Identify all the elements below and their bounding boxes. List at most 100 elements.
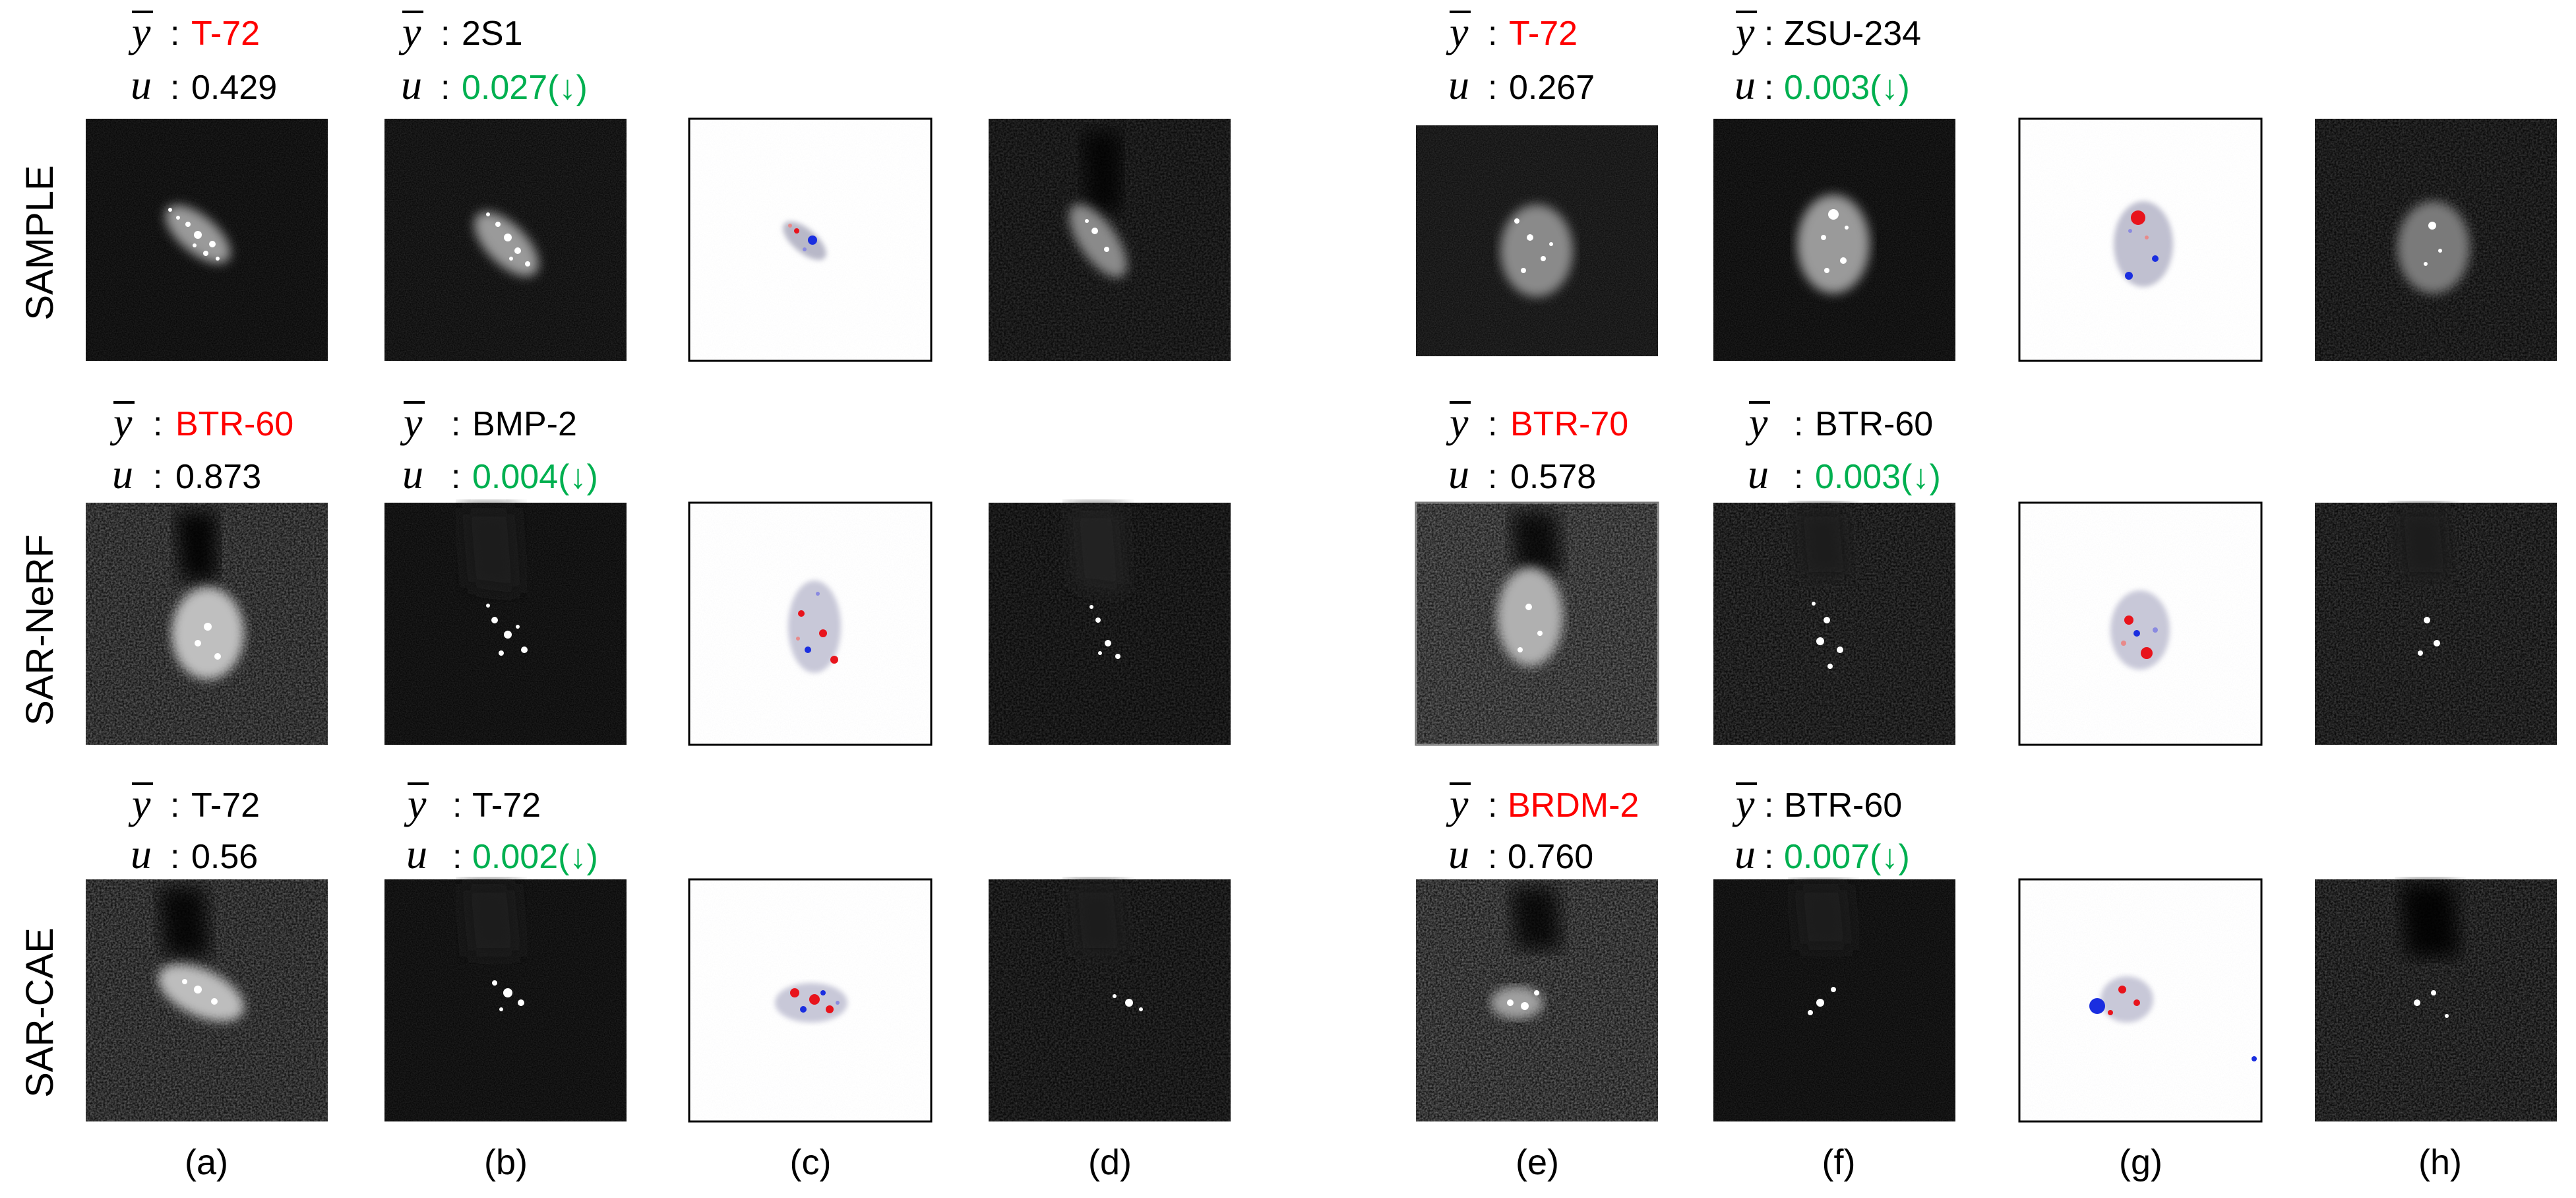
u-symbol: u (131, 831, 152, 877)
separator: : (1488, 405, 1497, 443)
panel-sar-nerf-e (1415, 501, 1659, 746)
annotation-row1-f: y : BTR-60 u : 0.003(↓) (1745, 399, 1941, 497)
ybar-symbol: y (398, 9, 421, 55)
panel-sar-cae-h (2315, 879, 2557, 1121)
uncertainty-value: 0.003(↓) (1815, 458, 1941, 496)
panel-sar-cae-e (1416, 879, 1658, 1121)
ybar-symbol: y (1446, 780, 1469, 827)
predicted-label: BTR-60 (1815, 405, 1933, 443)
separator: : (441, 69, 450, 107)
predicted-label: T-72 (1509, 15, 1578, 53)
uncertainty-value: 0.429 (191, 69, 277, 107)
annotation-row1-e: y : BTR-70 u : 0.578 (1446, 399, 1628, 497)
column-label-f: (f) (1822, 1143, 1856, 1182)
separator: : (1488, 458, 1497, 496)
uncertainty-value: 0.873 (175, 458, 261, 496)
ybar-symbol: y (1732, 9, 1755, 55)
separator: : (452, 786, 462, 825)
panel-sar-nerf-d (989, 503, 1231, 745)
separator: : (441, 15, 450, 53)
annotation-row0-e: y : T-72 u : 0.267 (1446, 9, 1595, 108)
separator: : (1794, 405, 1803, 443)
panel-sar-cae-c (688, 878, 933, 1123)
panel-sample-f (1713, 119, 1955, 361)
ybar-symbol: y (128, 780, 151, 827)
uncertainty-value: 0.004(↓) (472, 458, 598, 496)
panel-sample-d (989, 119, 1231, 361)
separator: : (170, 69, 179, 107)
column-label-h: (h) (2418, 1143, 2462, 1182)
separator: : (452, 838, 462, 876)
separator: : (451, 405, 460, 443)
column-label-d: (d) (1088, 1143, 1132, 1182)
u-symbol: u (1448, 61, 1469, 108)
uncertainty-value: 0.003(↓) (1784, 69, 1910, 107)
column-label-e: (e) (1516, 1143, 1559, 1182)
uncertainty-value: 0.578 (1510, 458, 1596, 496)
predicted-label: T-72 (191, 786, 260, 825)
ybar-symbol: y (1732, 780, 1755, 827)
uncertainty-value: 0.56 (191, 838, 258, 876)
separator: : (153, 405, 162, 443)
annotation-row2-a: y : T-72 u : 0.56 (128, 780, 260, 877)
row-label-sample: SAMPLE (18, 165, 61, 320)
ybar-symbol: y (128, 9, 151, 55)
separator: : (1764, 15, 1773, 53)
panel-sar-nerf-g (2018, 501, 2263, 746)
u-symbol: u (1734, 61, 1756, 108)
u-symbol: u (1734, 831, 1756, 877)
panel-sar-nerf-a (86, 503, 328, 745)
panel-sample-g (2018, 117, 2263, 362)
separator: : (170, 15, 179, 53)
separator: : (451, 458, 460, 496)
panel-sar-nerf-c (688, 501, 933, 746)
annotation-row2-b: y : T-72 u : 0.002(↓) (404, 780, 598, 877)
uncertainty-value: 0.267 (1509, 69, 1595, 107)
panel-sample-e (1416, 125, 1658, 356)
separator: : (1764, 69, 1773, 107)
u-symbol: u (131, 61, 152, 108)
annotation-row0-f: y : ZSU-234 u : 0.003(↓) (1732, 9, 1921, 108)
u-symbol: u (402, 451, 423, 497)
separator: : (1488, 786, 1497, 825)
predicted-label: 2S1 (462, 15, 523, 53)
annotation-row0-a: y : T-72 u : 0.429 (128, 9, 277, 108)
column-label-a: (a) (185, 1143, 228, 1182)
panel-sample-a (86, 119, 328, 361)
annotation-row1-a: y : BTR-60 u : 0.873 (109, 399, 293, 497)
row-labels: SAMPLE SAR-NeRF SAR-CAE (18, 165, 61, 1098)
uncertainty-value: 0.007(↓) (1784, 838, 1910, 876)
panel-sar-cae-g (2018, 878, 2263, 1123)
u-symbol: u (401, 61, 422, 108)
panel-sar-nerf-f (1713, 503, 1955, 745)
u-symbol: u (112, 451, 133, 497)
separator: : (170, 786, 179, 825)
panel-sample-b (384, 119, 627, 361)
panel-sample-c (688, 117, 933, 362)
ybar-symbol: y (400, 399, 423, 446)
separator: : (1488, 15, 1497, 53)
panel-sar-cae-d (989, 879, 1231, 1121)
u-symbol: u (1748, 451, 1769, 497)
separator: : (1764, 838, 1773, 876)
separator: : (170, 838, 179, 876)
predicted-label: BTR-60 (175, 405, 293, 443)
separator: : (153, 458, 162, 496)
ybar-symbol: y (404, 780, 427, 827)
ybar-symbol: y (1745, 399, 1768, 446)
ybar-symbol: y (109, 399, 133, 446)
predicted-label: BRDM-2 (1508, 786, 1639, 825)
annotation-row1-b: y : BMP-2 u : 0.004(↓) (400, 399, 598, 497)
predicted-label: ZSU-234 (1784, 15, 1921, 53)
annotation-row0-b: y : 2S1 u : 0.027(↓) (398, 9, 588, 108)
uncertainty-value: 0.027(↓) (462, 69, 588, 107)
ybar-symbol: y (1446, 399, 1469, 446)
predicted-label: BTR-70 (1510, 405, 1628, 443)
separator: : (1488, 69, 1497, 107)
column-label-c: (c) (790, 1143, 832, 1182)
ybar-symbol: y (1446, 9, 1469, 55)
separator: : (1488, 838, 1497, 876)
panel-sar-cae-b (384, 879, 627, 1121)
row-label-sar-nerf: SAR-NeRF (18, 534, 61, 726)
annotation-row2-f: y : BTR-60 u : 0.007(↓) (1732, 780, 1910, 877)
